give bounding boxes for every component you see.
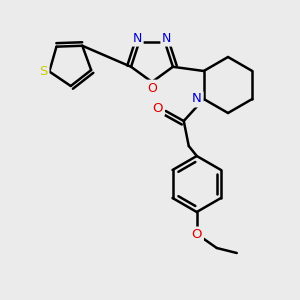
- Text: N: N: [162, 32, 172, 45]
- Text: O: O: [147, 82, 157, 94]
- Text: O: O: [152, 101, 163, 115]
- Text: N: N: [132, 32, 142, 45]
- Text: O: O: [191, 229, 202, 242]
- Text: N: N: [192, 92, 202, 106]
- Text: S: S: [39, 65, 47, 78]
